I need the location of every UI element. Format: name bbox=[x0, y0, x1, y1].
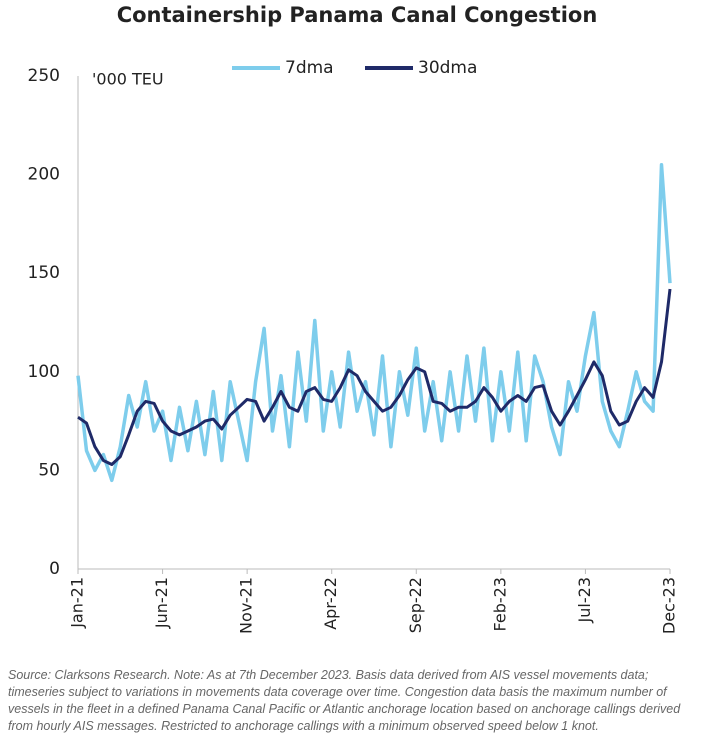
source-note: Source: Clarksons Research. Note: As at … bbox=[8, 668, 681, 733]
y-tick-label: 0 bbox=[49, 559, 60, 579]
y-tick-label: 150 bbox=[28, 263, 60, 283]
x-tick-label: Apr-22 bbox=[321, 577, 340, 630]
x-tick-label: Feb-23 bbox=[490, 577, 509, 631]
y-axis-unit: '000 TEU bbox=[92, 70, 164, 89]
series-line bbox=[77, 288, 672, 466]
legend-label: 7dma bbox=[285, 58, 334, 78]
x-tick-label: Dec-23 bbox=[660, 577, 679, 634]
x-tick-label: Jul-23 bbox=[575, 577, 594, 623]
y-tick-label: 200 bbox=[28, 165, 60, 185]
x-tick-label: Nov-21 bbox=[237, 577, 256, 634]
x-tick-label: Sep-22 bbox=[406, 577, 425, 633]
y-tick-label: 50 bbox=[38, 460, 60, 480]
y-tick-label: 250 bbox=[28, 66, 60, 86]
y-tick-label: 100 bbox=[28, 362, 60, 382]
chart-title: Containership Panama Canal Congestion bbox=[117, 3, 598, 27]
series-line bbox=[76, 162, 672, 483]
x-tick-label: Jun-21 bbox=[152, 577, 171, 629]
legend-label: 30dma bbox=[418, 58, 477, 78]
x-tick-label: Jan-21 bbox=[68, 577, 87, 629]
